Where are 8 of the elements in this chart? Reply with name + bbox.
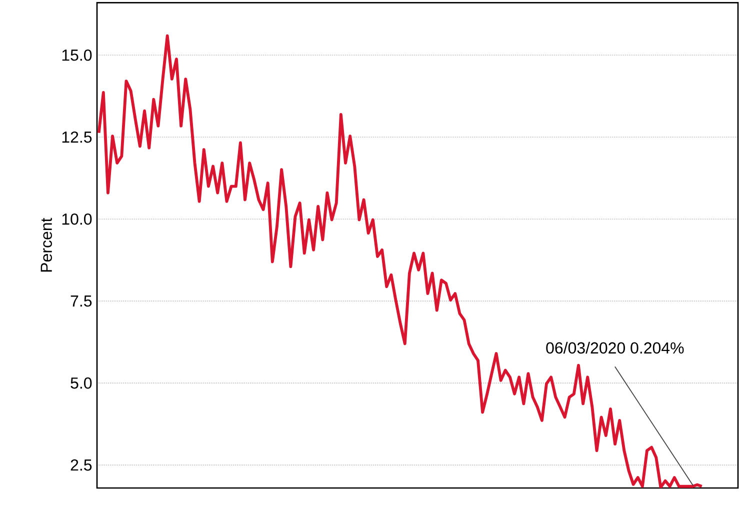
y-tick-label: 2.5 bbox=[70, 459, 92, 471]
y-tick-label: 12.5 bbox=[62, 131, 92, 143]
y-tick-label: 7.5 bbox=[70, 296, 92, 307]
y-tick-label: 5.0 bbox=[70, 377, 92, 389]
y-tick-label: 15.0 bbox=[62, 49, 92, 61]
y-tick-label: 10.0 bbox=[62, 213, 92, 225]
y-axis-title: Percent bbox=[40, 218, 52, 272]
annotation: 06/03/2020 0.204% bbox=[546, 342, 684, 354]
